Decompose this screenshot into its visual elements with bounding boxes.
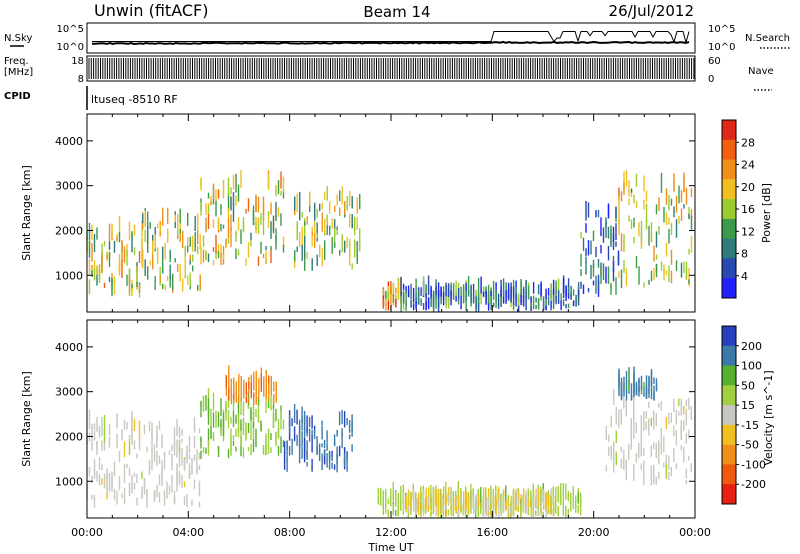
power-ytick-label: 4000 — [55, 135, 83, 148]
power-echo-field — [86, 170, 693, 312]
power-colorbar-cell — [722, 159, 736, 180]
power-ytick-label: 1000 — [55, 269, 83, 282]
velocity-colorbar-cell — [722, 464, 736, 485]
noise-tick-bottom-right: 10^0 — [708, 42, 735, 53]
power-colorbar-tick-label: 24 — [741, 159, 755, 172]
velocity-colorbar-tick-label: -200 — [741, 478, 766, 491]
power-colorbar: 4 8 12 16 20 24 28 — [721, 119, 755, 299]
cpid-text: ltuseq -8510 RF — [91, 93, 178, 106]
time-tick-label: 04:00 — [172, 526, 204, 539]
beam-title: Beam 14 — [363, 3, 430, 21]
power-ytick-label: 2000 — [55, 224, 83, 237]
velocity-ytick-label: 3000 — [55, 386, 83, 399]
time-tick-label: 08:00 — [274, 526, 306, 539]
power-ylabel: Slant Range [km] — [20, 165, 33, 261]
velocity-colorbar-cell — [722, 345, 736, 367]
velocity-colorbar-cell — [722, 405, 736, 426]
time-tick-label: 00:00 — [679, 526, 711, 539]
power-colorbar-tick-label: 20 — [741, 181, 755, 194]
nave-label: Nave — [748, 66, 774, 77]
power-colorbar-tick-label: 12 — [741, 225, 755, 238]
nave-tick-bottom: 0 — [708, 74, 714, 85]
velocity-colorbar-frame — [721, 325, 737, 505]
freq-label: Freq. — [4, 56, 29, 67]
velocity-colorbar-cell — [722, 385, 736, 406]
power-colorbar-cell — [722, 139, 736, 161]
noise-tick-top-left: 10^5 — [57, 24, 84, 35]
power-ytick-label: 3000 — [55, 180, 83, 193]
freq-tick-bottom: 8 — [78, 74, 84, 85]
power-colorbar-cell — [722, 258, 736, 279]
power-colorbar-cell — [722, 238, 736, 259]
power-colorbar-tick-label: 16 — [741, 203, 755, 216]
velocity-ylabel: Slant Range [km] — [20, 371, 33, 467]
velocity-ytick-label: 2000 — [55, 430, 83, 443]
nsky-label: N.Sky — [4, 33, 32, 44]
nave-tick-top: 60 — [708, 56, 721, 67]
velocity-colorbar-cell — [722, 424, 736, 446]
power-panel-axes: 1000 2000 3000 4000 — [55, 114, 696, 312]
nsearch-trace — [92, 31, 690, 45]
velocity-colorbar: 200 100 50 15 -15 -50 -100 -200 — [721, 325, 766, 505]
velocity-colorbar-tick-label: 50 — [741, 379, 755, 392]
velocity-colorbar-tick-label: -15 — [741, 419, 759, 432]
velocity-colorbar-tick-label: -100 — [741, 458, 766, 471]
power-colorbar-tick-label: 8 — [741, 248, 748, 261]
velocity-ytick-label: 1000 — [55, 475, 83, 488]
velocity-colorbar-cell — [722, 484, 736, 505]
station-title: Unwin (fitACF) — [94, 1, 208, 20]
noise-panel-frame — [86, 22, 696, 54]
noise-tick-top-right: 10^5 — [708, 24, 735, 35]
power-colorbar-cell — [722, 120, 736, 141]
velocity-colorbar-tick-label: 100 — [741, 360, 762, 373]
noise-tick-bottom-left: 10^0 — [57, 42, 84, 53]
velocity-colorbar-tick-label: -50 — [741, 439, 759, 452]
velocity-colorbar-tick-label: 200 — [741, 340, 762, 353]
power-colorbar-cell — [722, 179, 736, 200]
velocity-colorbar-cell — [722, 444, 736, 465]
power-colorbar-label: Power [dB] — [760, 183, 773, 243]
power-colorbar-cell — [722, 278, 736, 299]
freq-panel-frame — [86, 55, 696, 82]
power-colorbar-tick-label: 28 — [741, 136, 755, 149]
nsky-trace — [92, 40, 690, 46]
time-axis: 00:00 04:00 08:00 12:00 16:00 20:00 00:00 — [71, 526, 711, 539]
velocity-colorbar-tick-label: 15 — [741, 399, 755, 412]
velocity-panel-axes: 1000 2000 3000 4000 — [55, 320, 696, 518]
time-tick-label: 00:00 — [71, 526, 103, 539]
time-tick-label: 16:00 — [476, 526, 508, 539]
velocity-colorbar-label: Velocity [m s^-1] — [762, 370, 775, 465]
velocity-echo-field — [86, 365, 692, 518]
cpid-label: CPID — [4, 91, 31, 102]
power-colorbar-cell — [722, 199, 736, 220]
power-colorbar-tick-label: 4 — [741, 270, 748, 283]
freq-tick-top: 18 — [71, 56, 84, 67]
velocity-ytick-label: 4000 — [55, 341, 83, 354]
frequency-nave-strip — [88, 58, 695, 79]
time-tick-label: 20:00 — [578, 526, 610, 539]
date-title: 26/Jul/2012 — [609, 2, 694, 20]
velocity-colorbar-cell — [722, 365, 736, 386]
freq-unit-label: [MHz] — [4, 67, 33, 78]
time-axis-label: Time UT — [367, 541, 413, 554]
velocity-colorbar-cell — [722, 326, 736, 347]
velocity-panel-frame — [86, 319, 696, 519]
nsearch-label: N.Search — [745, 33, 790, 44]
power-colorbar-cell — [722, 218, 736, 240]
time-tick-label: 12:00 — [375, 526, 407, 539]
